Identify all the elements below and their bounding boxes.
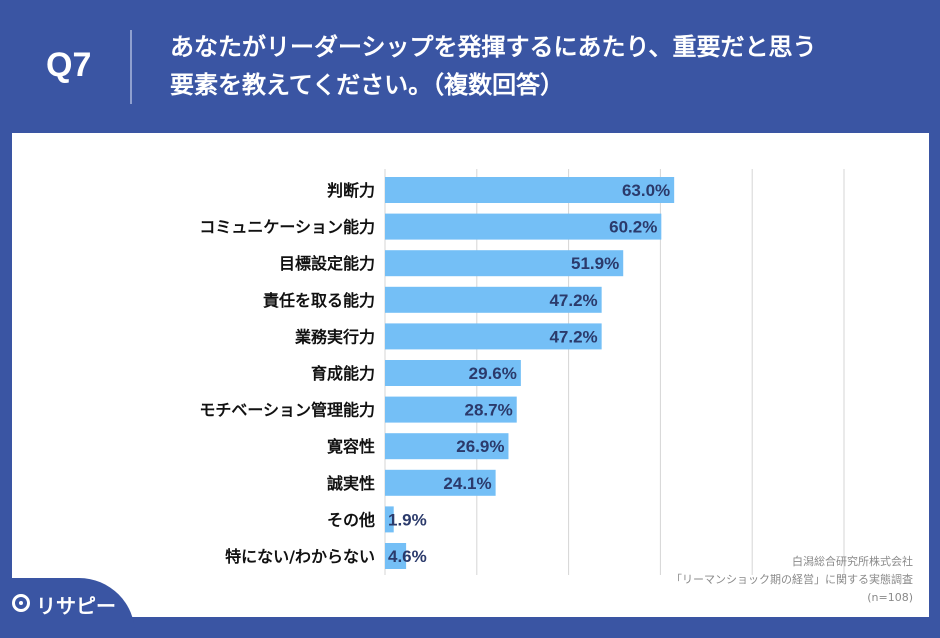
bar bbox=[385, 543, 407, 569]
question-number: Q7 bbox=[46, 46, 92, 84]
value-label: 28.7% bbox=[465, 401, 513, 420]
bar bbox=[385, 506, 394, 533]
source-line1: 白潟総合研究所株式会社 bbox=[792, 555, 913, 568]
value-label: 60.2% bbox=[609, 218, 657, 237]
question-text: あなたがリーダーシップを発揮するにあたり、重要だと思う 要素を教えてください。（… bbox=[170, 28, 910, 104]
value-label: 63.0% bbox=[622, 181, 670, 200]
value-label: 47.2% bbox=[549, 291, 597, 310]
category-label: 責任を取る能力 bbox=[263, 291, 375, 310]
bar bbox=[385, 469, 496, 496]
bar bbox=[385, 250, 624, 277]
question-text-line1: あなたがリーダーシップを発揮するにあたり、重要だと思う bbox=[170, 33, 817, 61]
value-label: 47.2% bbox=[549, 327, 597, 346]
category-label: その他 bbox=[327, 510, 375, 529]
source-note: 白潟総合研究所株式会社 「リーマンショック期の経営」に関する実態調査 (n=10… bbox=[671, 553, 913, 607]
category-label: 判断力 bbox=[327, 181, 375, 200]
bar bbox=[385, 396, 517, 423]
question-header: Q7 あなたがリーダーシップを発揮するにあたり、重要だと思う 要素を教えてくださ… bbox=[0, 0, 940, 133]
category-label: 特にない/わからない bbox=[225, 547, 375, 566]
bar bbox=[385, 323, 602, 350]
value-label: 1.9% bbox=[388, 510, 427, 529]
category-label: 目標設定能力 bbox=[279, 254, 375, 273]
value-label: 29.6% bbox=[469, 364, 517, 383]
bar-chart: 判断力 63.0% コミュニケーション能力 60.2% 目標設定能力 51.9% 責任を取る… bbox=[199, 169, 845, 575]
brand-name: リサピー bbox=[36, 594, 116, 618]
category-label: 育成能力 bbox=[311, 364, 375, 383]
bar bbox=[385, 213, 662, 240]
bar bbox=[385, 286, 602, 313]
bar bbox=[385, 177, 675, 203]
source-line2: 「リーマンショック期の経営」に関する実態調査 bbox=[671, 573, 913, 586]
bar bbox=[385, 360, 521, 386]
category-label: モチベーション管理能力 bbox=[199, 401, 375, 420]
category-label: 寛容性 bbox=[327, 437, 375, 456]
category-label: 誠実性 bbox=[327, 474, 375, 493]
value-label: 26.9% bbox=[456, 437, 504, 456]
value-label: 51.9% bbox=[571, 254, 619, 273]
chart-panel: 判断力 63.0% コミュニケーション能力 60.2% 目標設定能力 51.9% 責任を取る… bbox=[12, 133, 929, 617]
source-line3: (n=108) bbox=[867, 591, 913, 604]
value-label: 4.6% bbox=[388, 547, 427, 566]
question-text-line2: 要素を教えてください。（複数回答） bbox=[170, 71, 565, 99]
bar bbox=[385, 433, 509, 460]
header-divider bbox=[130, 30, 132, 104]
category-label: 業務実行力 bbox=[294, 327, 375, 346]
category-label: コミュニケーション能力 bbox=[199, 218, 375, 237]
pin-circle-icon bbox=[12, 594, 30, 612]
value-label: 24.1% bbox=[443, 474, 491, 493]
